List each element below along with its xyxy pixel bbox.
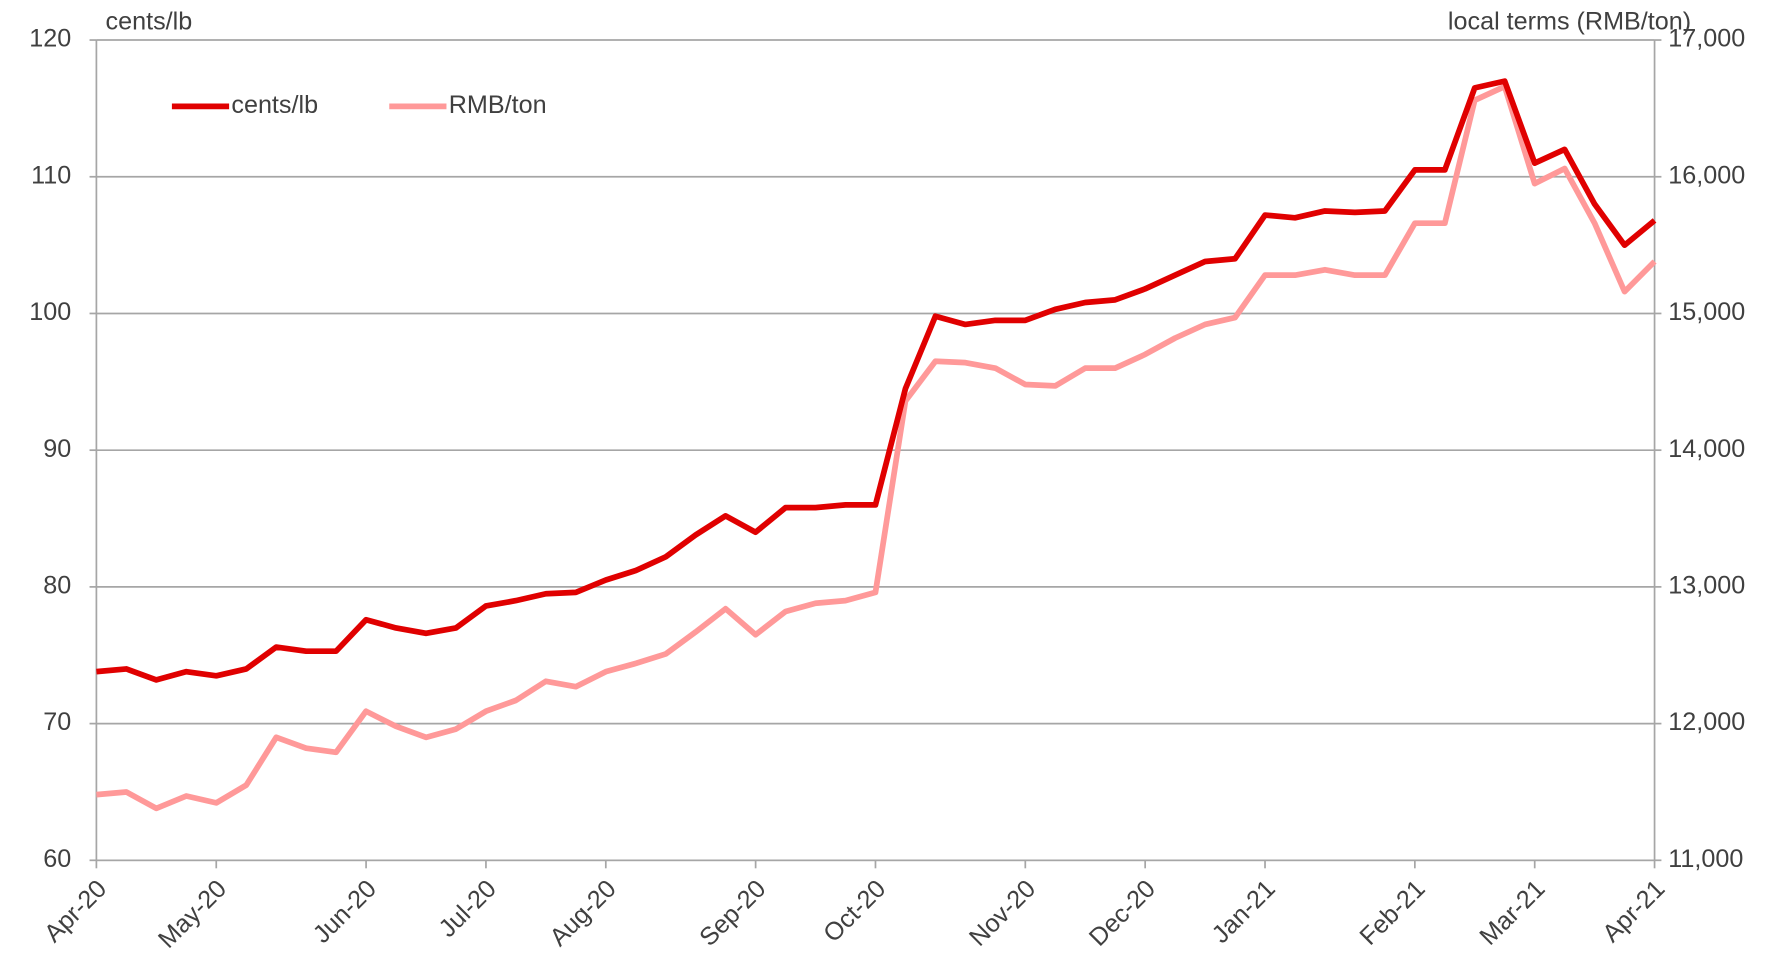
y-tick-label: 70	[43, 708, 71, 736]
legend-label: cents/lb	[231, 91, 318, 119]
x-tick-label: Nov-20	[964, 875, 1041, 952]
y-tick-label: 100	[29, 298, 71, 326]
y-tick-label: 90	[43, 435, 71, 463]
x-tick-label: Oct-20	[818, 875, 891, 948]
y-tick-label: 60	[43, 845, 71, 873]
y-tick-label: 80	[43, 572, 71, 600]
y-tick-label: 110	[31, 161, 71, 189]
y2-tick-label: 13,000	[1668, 572, 1745, 600]
y-axis-title: cents/lb	[106, 8, 193, 36]
x-tick-label: Mar-21	[1474, 875, 1550, 951]
series-line	[96, 78, 1657, 683]
series-line	[96, 83, 1657, 812]
x-tick-label: Sep-20	[694, 875, 771, 952]
x-tick-label: Apr-20	[39, 875, 112, 948]
x-tick-label: Jul-20	[433, 875, 501, 943]
y2-tick-label: 15,000	[1668, 298, 1745, 326]
x-tick-label: Dec-20	[1084, 875, 1161, 952]
y2-tick-label: 16,000	[1668, 161, 1745, 189]
legend-label: RMB/ton	[449, 91, 547, 119]
x-tick-label: Jun-20	[308, 875, 382, 949]
x-tick-label: Jan-21	[1207, 875, 1281, 949]
y2-tick-label: 11,000	[1668, 845, 1743, 873]
y2-tick-label: 12,000	[1668, 708, 1745, 736]
x-tick-label: Apr-21	[1597, 875, 1670, 948]
y2-tick-label: 14,000	[1668, 435, 1745, 463]
x-tick-label: Aug-20	[544, 875, 621, 952]
y2-tick-label: 17,000	[1668, 25, 1745, 53]
x-tick-label: May-20	[153, 875, 232, 954]
x-tick-label: Feb-21	[1354, 875, 1430, 951]
y2-axis-title: local terms (RMB/ton)	[1448, 8, 1691, 36]
y-tick-label: 120	[29, 25, 71, 53]
